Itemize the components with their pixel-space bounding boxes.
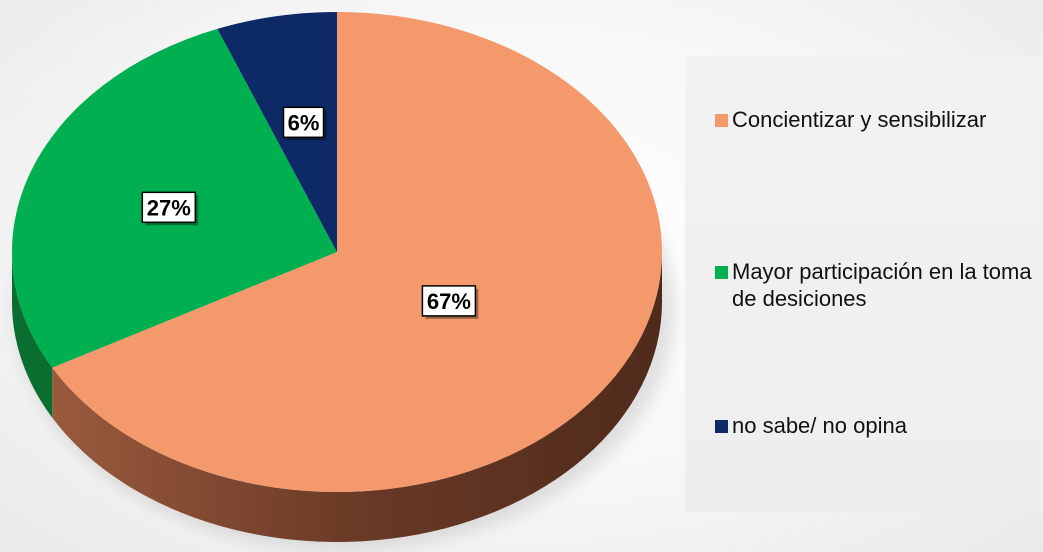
pie-side-participacion <box>12 252 53 418</box>
legend-label-no-sabe: no sabe/ no opina <box>732 413 907 438</box>
legend-item-concientizar: Concientizar y sensibilizar <box>715 106 1042 133</box>
pie-slice-concientizar <box>52 12 663 492</box>
legend-swatch-participacion <box>715 266 728 279</box>
data-label-text: 27% <box>147 195 191 220</box>
legend-item-participacion: Mayor participación en la toma de desici… <box>715 258 1042 312</box>
data-label-concientizar: 67% <box>421 285 479 319</box>
data-label-box <box>421 285 477 317</box>
pie-side-concientizar <box>52 252 662 542</box>
legend-swatch-no-sabe <box>715 420 728 433</box>
pie-slice-no-sabe <box>217 12 337 252</box>
pie-sides <box>12 252 662 542</box>
data-label-no-sabe: 6% <box>282 106 327 141</box>
legend-item-no-sabe: no sabe/ no opina <box>715 412 1042 439</box>
data-label-box <box>141 191 197 224</box>
legend-swatch-concientizar <box>715 114 728 127</box>
pie-labels: 67% 27% 6% <box>141 106 479 319</box>
legend-label-concientizar: Concientizar y sensibilizar <box>732 107 987 132</box>
data-label-text: 6% <box>288 110 320 135</box>
pie-slices <box>11 12 663 492</box>
data-label-box <box>282 106 325 139</box>
data-label-participacion: 27% <box>141 191 199 226</box>
legend-label-participacion: Mayor participación en la toma de desici… <box>732 259 1032 311</box>
data-label-text: 67% <box>427 289 471 314</box>
legend-panel <box>685 56 1043 512</box>
